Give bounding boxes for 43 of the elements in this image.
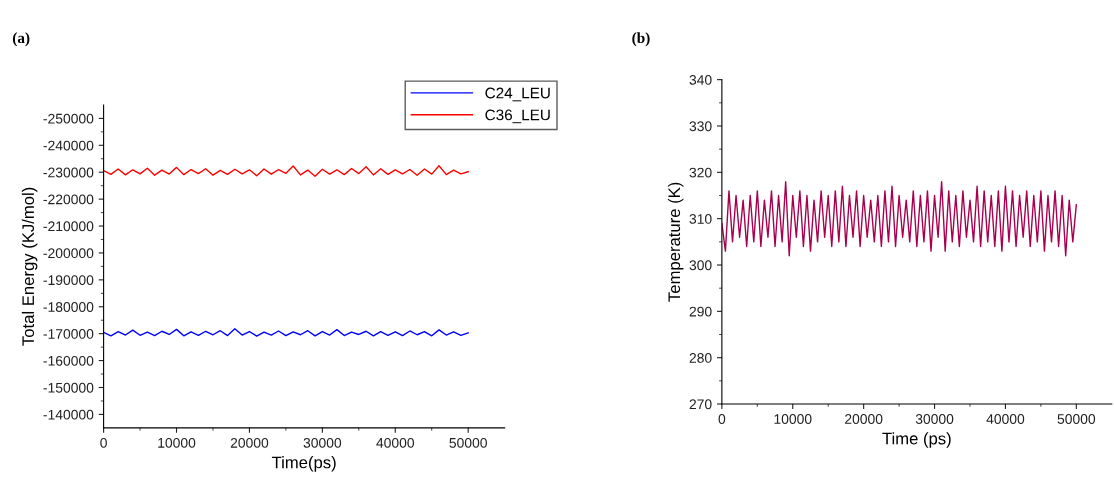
- x-axis-title: Time (ps): [882, 432, 951, 448]
- line-series: [103, 328, 469, 337]
- x-axis-title: Time(ps): [271, 456, 336, 472]
- x-tick-label: 30000: [915, 414, 954, 424]
- line-series: [721, 180, 1078, 257]
- y-tick-label: -210000: [43, 221, 94, 232]
- y-tick-label: -150000: [43, 382, 94, 393]
- y-tick-label: -200000: [43, 248, 94, 259]
- x-tick-label: 40000: [376, 437, 415, 448]
- y-tick-label: 270: [689, 399, 712, 410]
- x-tick-label: 50000: [1057, 414, 1096, 424]
- y-tick-label: 280: [689, 353, 712, 363]
- y-tick-label: -180000: [43, 302, 94, 312]
- line-series: [103, 165, 469, 177]
- y-tick-label: 340: [689, 74, 712, 85]
- y-tick-label: -170000: [43, 329, 94, 339]
- y-tick-label: -220000: [43, 194, 94, 205]
- legend-label: C36_LEU: [485, 109, 550, 124]
- y-tick-label: -250000: [43, 113, 94, 124]
- legend-label: C24_LEU: [485, 87, 550, 102]
- y-tick-label: -240000: [43, 140, 94, 151]
- y-axis-title: Temperature (K): [667, 182, 684, 302]
- y-tick-label: -230000: [43, 167, 94, 178]
- y-tick-label: 290: [689, 306, 712, 317]
- y-tick-label: -160000: [43, 355, 94, 366]
- y-tick-label: -190000: [43, 275, 94, 286]
- x-tick-label: 0: [100, 437, 107, 448]
- y-axis-title: Total Energy (KJ/mol): [21, 187, 38, 346]
- x-tick-label: 20000: [845, 414, 883, 424]
- y-tick-label: 300: [689, 260, 712, 271]
- y-tick-label: 330: [689, 121, 712, 132]
- chart-title: (b): [632, 32, 650, 47]
- x-tick-label: 40000: [986, 414, 1025, 424]
- y-tick-label: -140000: [43, 409, 94, 420]
- x-tick-label: 20000: [230, 437, 269, 448]
- x-tick-label: 30000: [303, 437, 342, 448]
- y-tick-label: 310: [689, 214, 712, 224]
- y-tick-label: 320: [689, 167, 712, 178]
- x-tick-label: 10000: [158, 437, 196, 448]
- chart-title: (a): [12, 32, 30, 47]
- x-tick-label: 0: [718, 414, 726, 424]
- x-tick-label: 10000: [774, 414, 812, 424]
- x-tick-label: 50000: [449, 437, 487, 448]
